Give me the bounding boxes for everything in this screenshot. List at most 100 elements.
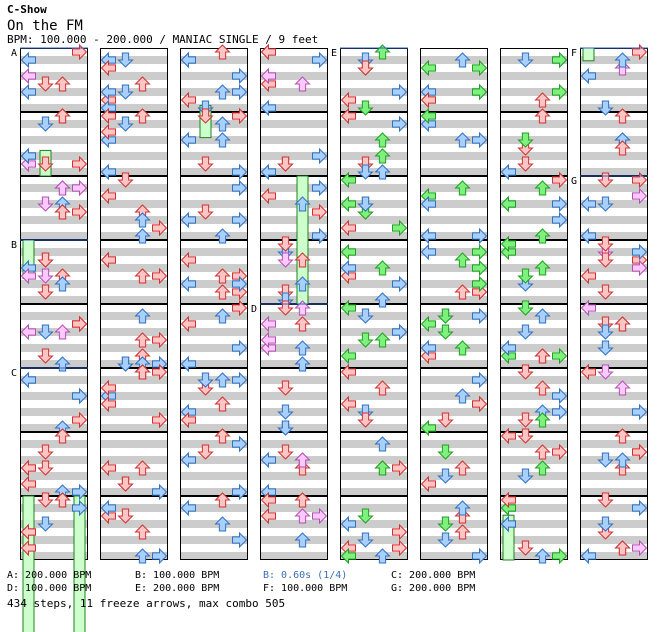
beat-stripe xyxy=(20,456,88,464)
beat-stripe xyxy=(340,408,408,416)
arrow-down-icon xyxy=(37,252,54,268)
beat-stripe xyxy=(500,72,568,80)
measure-border xyxy=(180,432,248,496)
arrow-right-icon xyxy=(552,387,568,405)
beat-stripe xyxy=(500,120,568,128)
beat-stripe xyxy=(580,168,648,176)
measure-border xyxy=(500,368,568,432)
arrow-down-icon xyxy=(117,476,134,492)
arrow-right-icon xyxy=(552,443,568,461)
arrow-left-icon xyxy=(500,491,516,509)
beat-stripe xyxy=(340,456,408,464)
measure-border xyxy=(420,176,488,240)
beat-stripe xyxy=(420,488,488,496)
arrow-down-icon xyxy=(357,332,374,348)
beat-stripe xyxy=(340,72,408,80)
arrow-down-icon xyxy=(437,324,454,340)
arrow-up-icon xyxy=(214,268,231,284)
beat-stripe xyxy=(580,56,648,64)
beat-stripe xyxy=(180,552,248,560)
arrow-up-icon xyxy=(54,492,71,508)
arrow-up-icon xyxy=(374,132,391,148)
arrow-down-icon xyxy=(277,156,294,172)
beat-stripe xyxy=(100,72,168,80)
arrow-up-icon xyxy=(214,396,231,412)
beat-stripe xyxy=(340,424,408,432)
beat-stripe xyxy=(100,424,168,432)
arrow-up-icon xyxy=(534,260,551,276)
arrow-left-icon xyxy=(420,195,436,213)
arrow-down-icon xyxy=(37,348,54,364)
arrow-up-icon xyxy=(294,452,311,468)
beat-stripe xyxy=(580,360,648,368)
beat-stripe xyxy=(340,136,408,144)
beat-stripe xyxy=(20,520,88,528)
arrow-right-icon xyxy=(472,275,488,293)
arrow-right-icon xyxy=(472,307,488,325)
arrow-left-icon xyxy=(180,51,196,69)
beat-stripe xyxy=(500,168,568,176)
arrow-right-icon xyxy=(232,483,248,501)
arrow-down-icon xyxy=(117,172,134,188)
arrow-right-icon xyxy=(392,539,408,557)
arrow-left-icon xyxy=(340,547,356,565)
arrow-right-icon xyxy=(632,403,648,421)
measure-border xyxy=(180,176,248,240)
arrow-up-icon xyxy=(214,308,231,324)
arrow-left-icon xyxy=(20,371,36,389)
arrow-down-icon xyxy=(597,452,614,468)
beat-stripe xyxy=(260,248,328,256)
measure-border xyxy=(420,48,488,112)
arrow-right-icon xyxy=(232,211,248,229)
beat-stripe xyxy=(260,88,328,96)
beat-stripe xyxy=(180,264,248,272)
beat-stripe xyxy=(500,536,568,544)
beat-stripe xyxy=(340,312,408,320)
beat-stripe xyxy=(340,344,408,352)
beat-stripe xyxy=(420,376,488,384)
beat-stripe xyxy=(180,232,248,240)
beat-stripe xyxy=(260,264,328,272)
measure-border xyxy=(500,304,568,368)
section-marker: G xyxy=(571,176,577,187)
arrow-up-icon xyxy=(214,372,231,388)
beat-stripe xyxy=(260,312,328,320)
beat-stripe xyxy=(20,488,88,496)
arrow-right-icon xyxy=(312,51,328,69)
arrow-left-icon xyxy=(580,195,596,213)
arrow-down-icon xyxy=(517,268,534,284)
arrow-left-icon xyxy=(100,459,116,477)
beat-stripe xyxy=(20,376,88,384)
arrow-left-icon xyxy=(340,363,356,381)
beat-stripe xyxy=(100,152,168,160)
arrow-up-icon xyxy=(54,428,71,444)
beat-stripe xyxy=(580,152,648,160)
beat-stripe xyxy=(580,536,648,544)
measure-border xyxy=(260,368,328,432)
beat-stripe xyxy=(340,392,408,400)
beat-stripe xyxy=(20,152,88,160)
beat-stripe xyxy=(180,168,248,176)
chart-stats: 434 steps, 11 freeze arrows, max combo 5… xyxy=(7,597,286,610)
beat-stripe xyxy=(500,440,568,448)
arrow-left-icon xyxy=(340,195,356,213)
beat-stripe xyxy=(180,152,248,160)
beat-stripe xyxy=(420,536,488,544)
beat-stripe xyxy=(340,88,408,96)
arrow-right-icon xyxy=(232,107,248,125)
beat-stripe xyxy=(180,88,248,96)
arrow-left-icon xyxy=(260,451,276,469)
beat-stripe xyxy=(500,472,568,480)
beat-stripe xyxy=(20,56,88,64)
beat-stripe xyxy=(580,520,648,528)
beat-stripe xyxy=(580,328,648,336)
beat-stripe xyxy=(420,344,488,352)
beat-stripe xyxy=(20,72,88,80)
arrow-up-icon xyxy=(214,284,231,300)
arrow-left-icon xyxy=(260,99,276,117)
beat-stripe xyxy=(180,344,248,352)
beat-stripe xyxy=(180,328,248,336)
beat-stripe xyxy=(260,136,328,144)
arrow-right-icon xyxy=(392,219,408,237)
arrow-right-icon xyxy=(632,443,648,461)
